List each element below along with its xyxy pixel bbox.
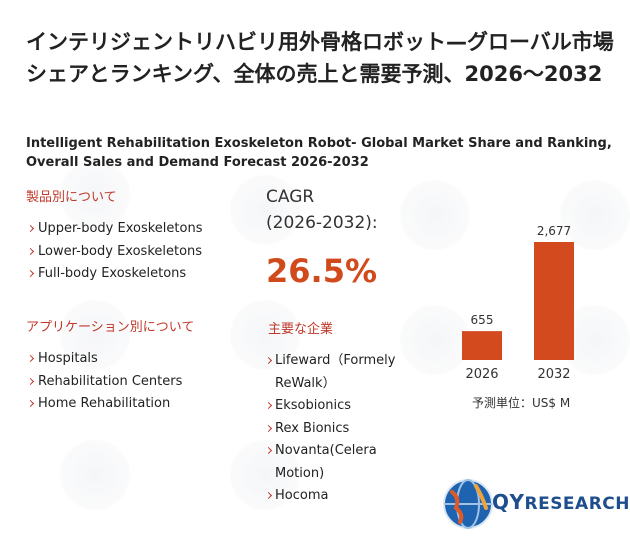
list-item: Eksobionics <box>266 395 406 418</box>
cagr-value: 26.5% <box>266 252 378 290</box>
category-label-2032: 2032 <box>537 367 570 382</box>
products-list: Upper-body Exoskeletons Lower-body Exosk… <box>28 218 202 286</box>
list-item: Home Rehabilitation <box>28 393 182 416</box>
list-item: Rex Bionics <box>266 418 406 441</box>
companies-list: Lifeward（Formely ReWalk） Eksobionics Rex… <box>266 350 406 508</box>
cagr-label-line1: CAGR <box>266 187 315 207</box>
list-item: Rehabilitation Centers <box>28 371 182 394</box>
companies-heading: 主要な企業 <box>268 322 334 337</box>
list-item: Hospitals <box>28 348 182 371</box>
cagr-label: CAGR (2026-2032): <box>266 184 378 236</box>
list-item: Lifeward（Formely ReWalk） <box>266 350 406 395</box>
page-title-jp: インテリジェントリハビリ用外骨格ロボット—グローバル市場シェアとランキング、全体… <box>26 30 614 86</box>
list-item: Hocoma <box>266 485 406 508</box>
value-label-2032: 2,677 <box>537 224 571 238</box>
list-item: Upper-body Exoskeletons <box>28 218 202 241</box>
products-heading: 製品別について <box>26 190 117 205</box>
page-title-en: Intelligent Rehabilitation Exoskeleton R… <box>26 136 612 170</box>
chart-unit-label: 予測単位：US$ M <box>472 396 571 410</box>
globe-icon <box>443 479 493 529</box>
value-label-2026: 655 <box>471 313 494 327</box>
cagr-label-line2: (2026-2032): <box>266 213 378 233</box>
bar-2032 <box>534 242 574 360</box>
category-label-2026: 2026 <box>465 367 498 382</box>
applications-list: Hospitals Rehabilitation Centers Home Re… <box>28 348 182 416</box>
market-bar-chart: 655 2026 2,677 2032 <box>462 224 574 382</box>
list-item: Lower-body Exoskeletons <box>28 241 202 264</box>
applications-heading: アプリケーション別について <box>26 320 195 335</box>
list-item: Novanta(Celera Motion) <box>266 440 406 485</box>
logo-text: QYRESEARCH <box>492 490 630 514</box>
qyresearch-logo: QYRESEARCH <box>442 468 630 538</box>
bar-2026 <box>462 331 502 360</box>
list-item: Full-body Exoskeletons <box>28 263 202 286</box>
watermark <box>60 440 130 510</box>
